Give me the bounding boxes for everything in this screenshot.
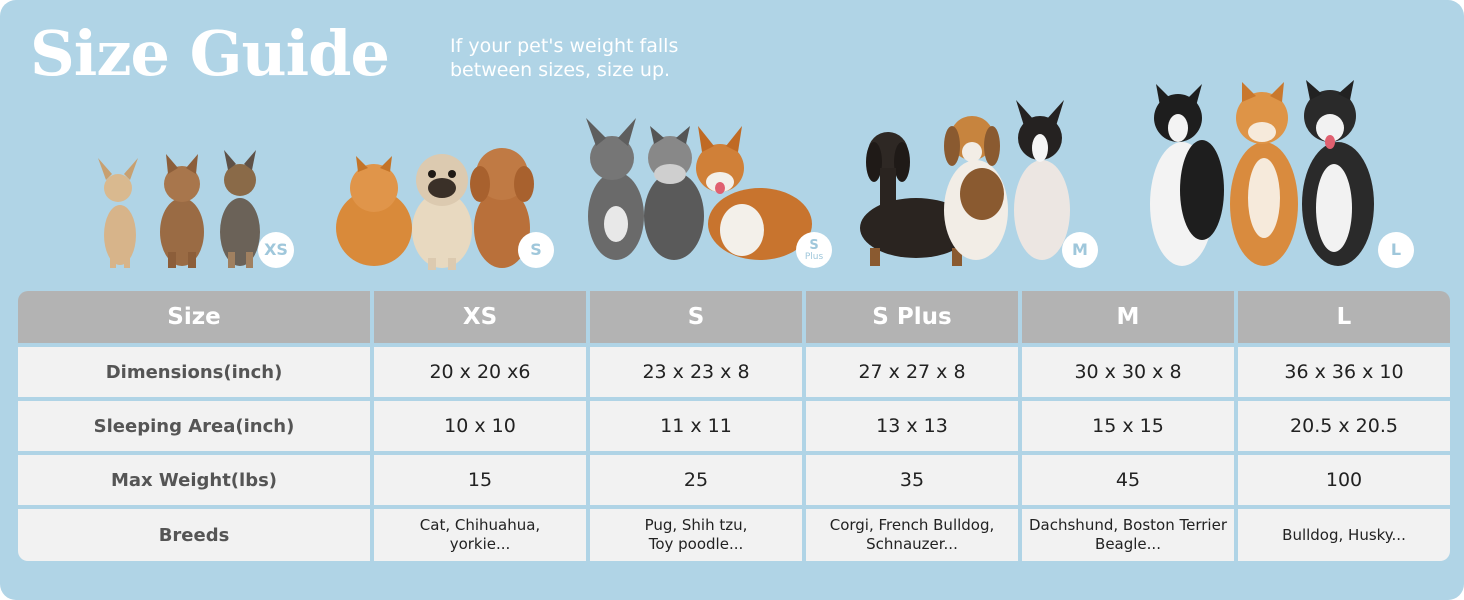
- table-header-l: L: [1238, 291, 1450, 343]
- breed-cell-m: Dachshund, Boston Terrier Beagle...: [1022, 509, 1234, 561]
- size-badge-s-plus-sub: Plus: [804, 251, 824, 262]
- table-cell: 35: [806, 455, 1018, 505]
- row-label-breeds: Breeds: [18, 509, 370, 561]
- table-cell: 20.5 x 20.5: [1238, 401, 1450, 451]
- table-header-size: Size: [18, 291, 370, 343]
- table-cell: 11 x 11: [590, 401, 802, 451]
- table-cell: 13 x 13: [806, 401, 1018, 451]
- table-header-s-plus: S Plus: [806, 291, 1018, 343]
- pets-s-plus-image: [586, 118, 812, 260]
- table-cell: 27 x 27 x 8: [806, 347, 1018, 397]
- table-header-s: S: [590, 291, 802, 343]
- size-badge-s: S: [518, 232, 554, 268]
- pets-l-image: [1150, 80, 1374, 266]
- breed-line: Schnauzer...: [866, 535, 958, 553]
- size-badge-l: L: [1378, 232, 1414, 268]
- table-header-xs: XS: [374, 291, 586, 343]
- table-cell: 20 x 20 x6: [374, 347, 586, 397]
- sizing-note: If your pet's weight falls between sizes…: [450, 34, 780, 82]
- breed-line: Bulldog, Husky...: [1282, 525, 1406, 544]
- breed-line: Toy poodle...: [648, 535, 744, 553]
- table-header-m: M: [1022, 291, 1234, 343]
- table-cell: 30 x 30 x 8: [1022, 347, 1234, 397]
- pets-m-image: [860, 100, 1070, 266]
- table-cell: 23 x 23 x 8: [590, 347, 802, 397]
- breed-cell-s-plus: Corgi, French Bulldog, Schnauzer...: [806, 509, 1018, 561]
- breed-cell-s: Pug, Shih tzu, Toy poodle...: [590, 509, 802, 561]
- breed-cell-l: Bulldog, Husky...: [1238, 509, 1450, 561]
- breed-line: Beagle...: [1095, 535, 1161, 553]
- breed-cell-xs: Cat, Chihuahua, yorkie...: [374, 509, 586, 561]
- breed-line: Pug, Shih tzu,: [644, 516, 748, 534]
- size-badge-m: M: [1062, 232, 1098, 268]
- row-label-max-weight: Max Weight(lbs): [18, 455, 370, 505]
- size-badge-xs: XS: [258, 232, 294, 268]
- size-badge-s-plus-label: S: [809, 237, 819, 253]
- row-label-dimensions: Dimensions(inch): [18, 347, 370, 397]
- row-label-sleeping-area: Sleeping Area(inch): [18, 401, 370, 451]
- pets-s-image: [336, 148, 534, 270]
- size-table: Size XS S S Plus M L Dimensions(inch) 20…: [18, 291, 1450, 563]
- breed-line: Cat, Chihuahua,: [419, 516, 541, 534]
- table-cell: 15: [374, 455, 586, 505]
- table-cell: 100: [1238, 455, 1450, 505]
- table-cell: 10 x 10: [374, 401, 586, 451]
- sizing-note-line-1: If your pet's weight falls: [450, 35, 679, 57]
- breed-line: Corgi, French Bulldog,: [829, 516, 995, 534]
- size-badge-s-plus: S Plus: [796, 232, 832, 268]
- sizing-note-line-2: between sizes, size up.: [450, 59, 671, 81]
- breed-line: Dachshund, Boston Terrier: [1029, 516, 1227, 534]
- breed-line: yorkie...: [449, 535, 511, 553]
- table-cell: 45: [1022, 455, 1234, 505]
- page-title: Size Guide: [30, 17, 390, 90]
- pet-illustrations: XS S: [0, 0, 1464, 290]
- table-cell: 15 x 15: [1022, 401, 1234, 451]
- table-cell: 25: [590, 455, 802, 505]
- pets-xs-image: [98, 150, 260, 268]
- table-cell: 36 x 36 x 10: [1238, 347, 1450, 397]
